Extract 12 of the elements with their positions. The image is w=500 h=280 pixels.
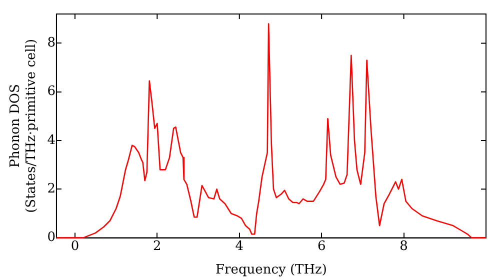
y-tick-label: 4 bbox=[47, 132, 56, 148]
text: Phonon DOS bbox=[8, 84, 24, 168]
y-tick-label: 6 bbox=[47, 84, 56, 100]
y-tick-label: 2 bbox=[47, 182, 56, 197]
x-tick-label: 8 bbox=[400, 238, 408, 254]
y-tick-label: 8 bbox=[47, 36, 56, 51]
x-tick-label: 4 bbox=[235, 238, 244, 254]
x-tick-label: 2 bbox=[153, 238, 162, 254]
x-tick-label: 0 bbox=[70, 238, 80, 254]
x-axis-title: Frequency (THz) bbox=[216, 262, 327, 278]
text: (States/THz·primitive cell) bbox=[24, 38, 39, 213]
x-tick-label: 6 bbox=[317, 238, 326, 254]
